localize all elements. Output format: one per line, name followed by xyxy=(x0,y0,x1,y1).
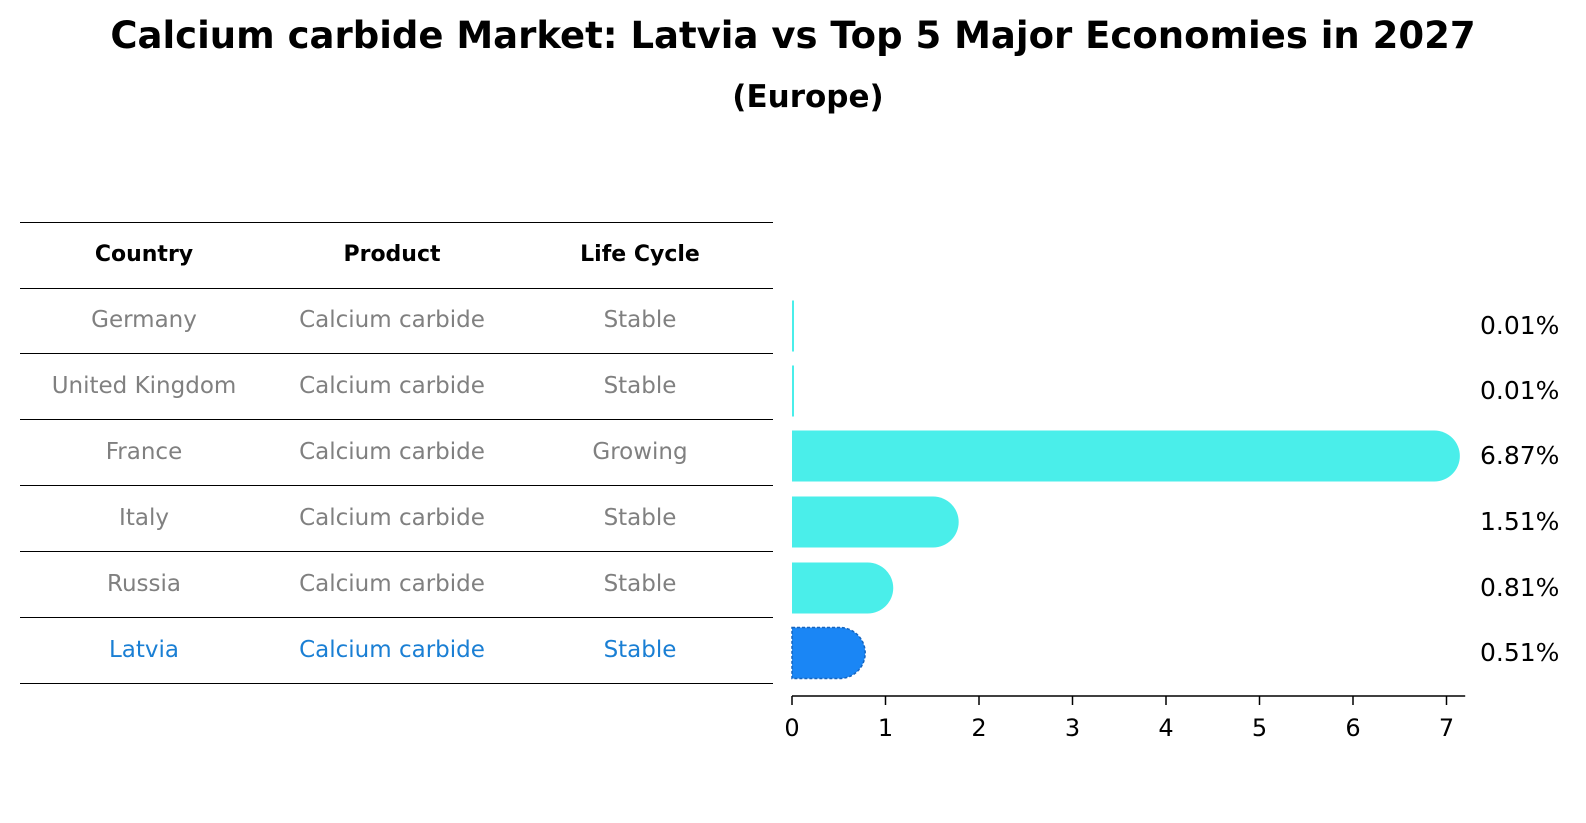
header-country: Country xyxy=(94,242,194,267)
cell-life-cycle: Growing xyxy=(592,439,688,465)
table-rule xyxy=(20,353,773,354)
x-tick-label: 0 xyxy=(784,714,799,742)
cell-product: Calcium carbide xyxy=(299,439,485,465)
x-tick-label: 4 xyxy=(1158,714,1173,742)
chart-subtitle: (Europe) xyxy=(732,79,884,115)
bar-france xyxy=(792,430,1460,482)
bar-russia xyxy=(792,562,894,614)
table-rule xyxy=(20,288,773,289)
cell-life-cycle-highlight: Stable xyxy=(603,637,677,663)
cell-life-cycle: Stable xyxy=(603,505,677,531)
cell-country: France xyxy=(105,439,183,465)
chart-title: Calcium carbide Market: Latvia vs Top 5 … xyxy=(110,14,1476,57)
x-tick-label: 2 xyxy=(971,714,986,742)
bar-value-label: 0.01% xyxy=(1480,376,1559,405)
table-rule xyxy=(20,551,773,552)
x-tick-label: 1 xyxy=(878,714,893,742)
cell-country-highlight: Latvia xyxy=(108,637,180,663)
cell-product-highlight: Calcium carbide xyxy=(299,637,485,663)
table-rule xyxy=(20,683,773,684)
table-rule xyxy=(20,222,773,223)
bar-germany xyxy=(792,300,794,352)
cell-product: Calcium carbide xyxy=(299,571,485,597)
bar-value-label: 0.01% xyxy=(1480,311,1559,340)
x-tick-label: 3 xyxy=(1065,714,1080,742)
bar-united-kingdom xyxy=(792,365,794,417)
cell-product: Calcium carbide xyxy=(299,307,485,333)
cell-country: United Kingdom xyxy=(51,373,237,399)
header-product: Product xyxy=(343,242,441,267)
bar-latvia xyxy=(791,626,866,680)
cell-country: Russia xyxy=(107,571,181,597)
table-rule xyxy=(20,617,773,618)
cell-product: Calcium carbide xyxy=(299,505,485,531)
bar-value-label: 1.51% xyxy=(1480,507,1559,536)
cell-life-cycle: Stable xyxy=(603,307,677,333)
table-rule xyxy=(20,485,773,486)
cell-country: Germany xyxy=(91,307,197,333)
bar-value-label: 6.87% xyxy=(1480,441,1559,470)
table-rule xyxy=(20,419,773,420)
cell-product: Calcium carbide xyxy=(299,373,485,399)
bar-value-label: 0.81% xyxy=(1480,573,1559,602)
cell-life-cycle: Stable xyxy=(603,373,677,399)
x-tick-label: 6 xyxy=(1345,714,1360,742)
cell-country: Italy xyxy=(119,505,169,531)
header-life-cycle: Life Cycle xyxy=(580,242,700,267)
bar-value-label: 0.51% xyxy=(1480,638,1559,667)
cell-life-cycle: Stable xyxy=(603,571,677,597)
bar-italy xyxy=(792,496,959,548)
x-tick-label: 5 xyxy=(1252,714,1267,742)
x-tick-label: 7 xyxy=(1439,714,1454,742)
